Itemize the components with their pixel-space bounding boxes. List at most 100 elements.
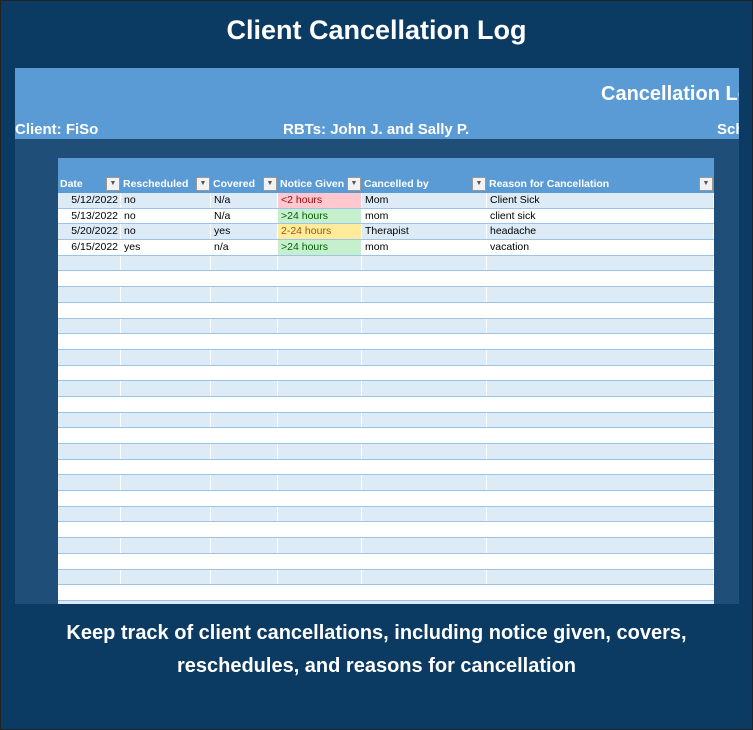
table-cell-cancelled-by[interactable] — [362, 287, 487, 302]
table-cell-rescheduled[interactable] — [121, 459, 211, 475]
table-cell-reason[interactable]: Client Sick — [487, 193, 714, 208]
table-cell-reason[interactable]: vacation — [487, 240, 714, 255]
table-cell-rescheduled[interactable] — [121, 412, 211, 428]
table-cell-covered[interactable] — [211, 302, 278, 318]
table-cell-covered[interactable]: yes — [211, 224, 278, 240]
table-cell-date[interactable] — [58, 491, 121, 506]
table-cell-reason[interactable] — [487, 538, 714, 553]
table-cell-cancelled-by[interactable] — [362, 334, 487, 349]
table-cell-rescheduled[interactable] — [121, 381, 211, 396]
table-cell-date[interactable] — [58, 302, 121, 318]
table-cell-reason[interactable]: client sick — [487, 208, 714, 224]
table-cell-cancelled-by[interactable] — [362, 349, 487, 365]
table-cell-reason[interactable] — [487, 569, 714, 585]
table-cell-date[interactable]: 5/13/2022 — [58, 208, 121, 224]
table-cell-notice[interactable] — [278, 349, 362, 365]
table-cell-notice[interactable] — [278, 569, 362, 585]
table-cell-date[interactable]: 5/20/2022 — [58, 224, 121, 240]
table-cell-cancelled-by[interactable] — [362, 491, 487, 506]
table-cell-reason[interactable] — [487, 318, 714, 334]
table-cell-cancelled-by[interactable]: mom — [362, 240, 487, 255]
table-cell-reason[interactable] — [487, 491, 714, 506]
table-cell-covered[interactable] — [211, 365, 278, 381]
table-cell-notice[interactable] — [278, 396, 362, 412]
table-cell-notice[interactable] — [278, 271, 362, 287]
table-cell-rescheduled[interactable]: no — [121, 208, 211, 224]
table-cell-rescheduled[interactable] — [121, 287, 211, 302]
table-cell-rescheduled[interactable] — [121, 396, 211, 412]
table-cell-reason[interactable] — [487, 444, 714, 459]
table-cell-covered[interactable] — [211, 349, 278, 365]
table-cell-date[interactable] — [58, 365, 121, 381]
table-cell-cancelled-by[interactable] — [362, 271, 487, 287]
table-cell-notice[interactable]: 2-24 hours — [278, 224, 362, 240]
table-cell-notice[interactable] — [278, 522, 362, 538]
table-cell-covered[interactable] — [211, 334, 278, 349]
table-cell-notice[interactable] — [278, 428, 362, 443]
table-cell-notice[interactable]: <2 hours — [278, 193, 362, 208]
table-cell-date[interactable] — [58, 287, 121, 302]
table-cell-rescheduled[interactable]: yes — [121, 240, 211, 255]
table-cell-reason[interactable] — [487, 522, 714, 538]
table-cell-notice[interactable] — [278, 553, 362, 569]
table-cell-covered[interactable] — [211, 506, 278, 522]
table-cell-notice[interactable] — [278, 538, 362, 553]
table-cell-covered[interactable] — [211, 287, 278, 302]
table-cell-cancelled-by[interactable] — [362, 522, 487, 538]
table-cell-notice[interactable] — [278, 491, 362, 506]
table-cell-reason[interactable] — [487, 585, 714, 600]
table-cell-covered[interactable] — [211, 459, 278, 475]
table-cell-notice[interactable]: >24 hours — [278, 208, 362, 224]
table-cell-reason[interactable] — [487, 396, 714, 412]
filter-dropdown-icon[interactable]: ▼ — [699, 177, 713, 191]
table-cell-notice[interactable] — [278, 255, 362, 271]
table-cell-rescheduled[interactable] — [121, 334, 211, 349]
table-cell-rescheduled[interactable] — [121, 522, 211, 538]
table-cell-cancelled-by[interactable] — [362, 569, 487, 585]
table-cell-cancelled-by[interactable]: mom — [362, 208, 487, 224]
table-cell-date[interactable] — [58, 349, 121, 365]
table-cell-notice[interactable] — [278, 287, 362, 302]
filter-dropdown-icon[interactable]: ▼ — [263, 177, 277, 191]
table-cell-cancelled-by[interactable] — [362, 506, 487, 522]
table-cell-reason[interactable]: headache — [487, 224, 714, 240]
table-cell-date[interactable] — [58, 475, 121, 491]
table-cell-reason[interactable] — [487, 381, 714, 396]
table-cell-notice[interactable] — [278, 365, 362, 381]
table-cell-cancelled-by[interactable] — [362, 412, 487, 428]
table-cell-reason[interactable] — [487, 459, 714, 475]
table-cell-notice[interactable] — [278, 444, 362, 459]
filter-dropdown-icon[interactable]: ▼ — [472, 177, 486, 191]
table-cell-rescheduled[interactable] — [121, 506, 211, 522]
table-cell-date[interactable] — [58, 459, 121, 475]
table-cell-rescheduled[interactable] — [121, 444, 211, 459]
table-cell-cancelled-by[interactable] — [362, 553, 487, 569]
table-cell-cancelled-by[interactable] — [362, 318, 487, 334]
table-cell-reason[interactable] — [487, 302, 714, 318]
table-cell-covered[interactable] — [211, 585, 278, 600]
table-cell-date[interactable] — [58, 412, 121, 428]
table-cell-covered[interactable] — [211, 381, 278, 396]
table-cell-covered[interactable]: N/a — [211, 208, 278, 224]
table-cell-rescheduled[interactable] — [121, 365, 211, 381]
table-cell-notice[interactable] — [278, 412, 362, 428]
table-cell-covered[interactable] — [211, 396, 278, 412]
table-cell-notice[interactable] — [278, 381, 362, 396]
table-cell-notice[interactable]: >24 hours — [278, 240, 362, 255]
table-cell-rescheduled[interactable]: no — [121, 224, 211, 240]
table-cell-reason[interactable] — [487, 271, 714, 287]
table-cell-covered[interactable] — [211, 491, 278, 506]
table-cell-rescheduled[interactable] — [121, 428, 211, 443]
table-cell-notice[interactable] — [278, 302, 362, 318]
table-cell-notice[interactable] — [278, 318, 362, 334]
table-cell-rescheduled[interactable] — [121, 349, 211, 365]
table-cell-rescheduled[interactable]: no — [121, 193, 211, 208]
table-cell-covered[interactable]: n/a — [211, 240, 278, 255]
table-cell-notice[interactable] — [278, 585, 362, 600]
table-cell-date[interactable] — [58, 444, 121, 459]
table-cell-date[interactable] — [58, 318, 121, 334]
table-cell-covered[interactable] — [211, 538, 278, 553]
table-cell-cancelled-by[interactable] — [362, 585, 487, 600]
table-cell-cancelled-by[interactable] — [362, 302, 487, 318]
filter-dropdown-icon[interactable]: ▼ — [106, 177, 120, 191]
